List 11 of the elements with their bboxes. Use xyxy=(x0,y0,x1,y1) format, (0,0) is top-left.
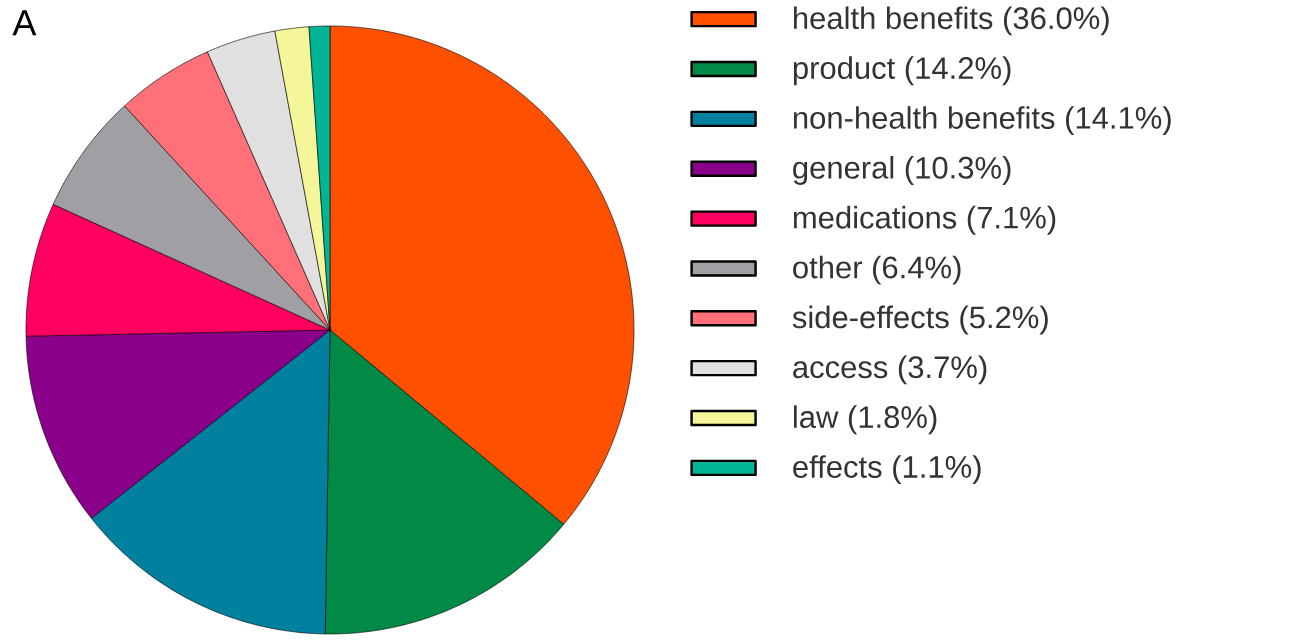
legend-label: other (6.4%) xyxy=(793,255,961,285)
legend-label: effects (1.1%) xyxy=(793,455,981,485)
legend-label: non-health benefits (14.1%) xyxy=(793,106,1171,136)
chart-title: A xyxy=(12,10,37,36)
legend-label: general (10.3%) xyxy=(793,156,1011,185)
legend-label: law (1.8%) xyxy=(793,405,937,435)
legend-label: product (14.2%) xyxy=(793,56,1011,86)
legend-label: health benefits (36.0%) xyxy=(794,6,1109,36)
legend-label: side-effects (5.2%) xyxy=(792,305,1048,335)
legend-label: medications (7.1%) xyxy=(793,205,1056,235)
legend-label: access (3.7%) xyxy=(793,355,987,385)
